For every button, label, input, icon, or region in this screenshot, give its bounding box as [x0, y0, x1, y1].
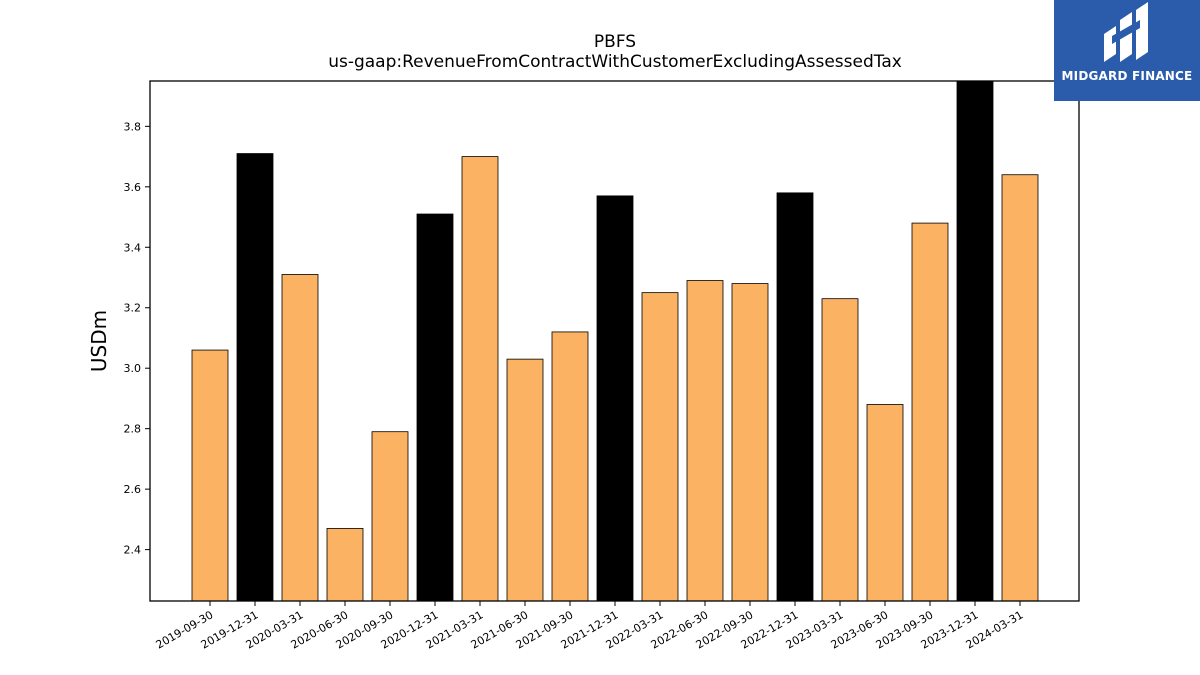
- bar-2021-03-31: [461, 156, 499, 602]
- y-axis-label: USDm: [87, 310, 111, 372]
- brand-logo: MIDGARD FINANCE: [1054, 0, 1200, 101]
- bar-2022-09-30: [731, 283, 769, 602]
- bar-2021-06-30: [506, 358, 544, 602]
- bar-2022-12-31: [776, 192, 814, 602]
- y-tick-label: 3.2: [124, 302, 142, 315]
- bars-group: [191, 80, 1039, 602]
- y-tick-label: 3.6: [124, 181, 142, 194]
- logo-text: MIDGARD FINANCE: [1061, 69, 1193, 83]
- bar-2022-06-30: [686, 280, 724, 602]
- y-axis: 2.4 2.6 2.8 3.0 3.2 3.4 3.6 3.8: [124, 120, 150, 557]
- bar-2023-03-31: [821, 298, 859, 602]
- bar-2021-12-31: [596, 195, 634, 602]
- y-tick-label: 3.0: [124, 362, 142, 375]
- x-axis: 2019-09-302019-12-312020-03-312020-06-30…: [154, 601, 1026, 652]
- bar-2019-12-31: [236, 153, 274, 602]
- bar-2020-03-31: [281, 274, 319, 602]
- logo-mark-icon: [1104, 2, 1148, 62]
- y-tick-label: 2.8: [124, 423, 142, 436]
- y-tick-label: 3.8: [124, 120, 142, 133]
- chart-title: PBFS: [593, 32, 637, 52]
- bar-2022-03-31: [641, 292, 679, 602]
- bar-2020-12-31: [416, 213, 454, 602]
- bar-2023-12-31: [956, 80, 994, 602]
- y-tick-label: 3.4: [124, 241, 142, 254]
- bar-2019-09-30: [191, 349, 229, 602]
- bar-2021-09-30: [551, 331, 589, 602]
- y-tick-label: 2.4: [124, 544, 142, 557]
- bar-2023-06-30: [866, 404, 904, 602]
- bar-2023-09-30: [911, 222, 949, 602]
- bar-2024-03-31: [1001, 174, 1039, 602]
- y-tick-label: 2.6: [124, 483, 142, 496]
- bar-2020-09-30: [371, 431, 409, 602]
- chart-subtitle: us-gaap:RevenueFromContractWithCustomerE…: [328, 52, 902, 72]
- bar-2020-06-30: [326, 528, 364, 602]
- plot-frame: [149, 80, 1080, 602]
